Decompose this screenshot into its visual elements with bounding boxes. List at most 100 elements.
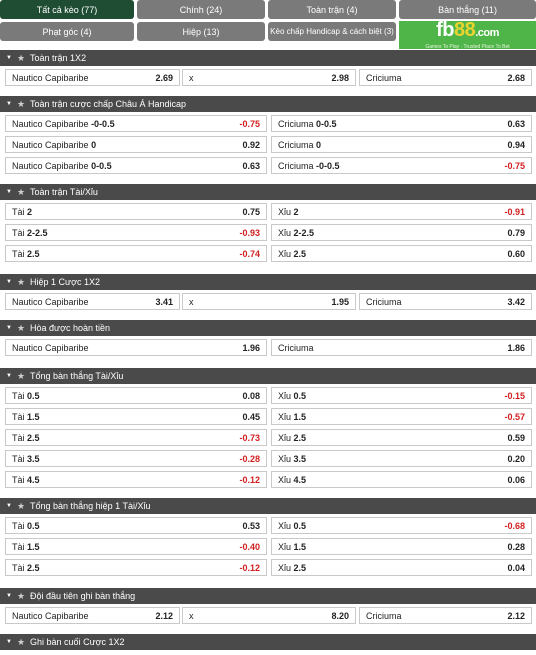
tab-handicap[interactable]: Kèo chấp Handicap & cách biệt (3) <box>268 22 396 41</box>
selection-name: x <box>189 72 194 83</box>
section-header[interactable]: ▼ ★ Toàn trận 1X2 <box>0 50 536 66</box>
star-icon[interactable]: ★ <box>16 370 26 381</box>
odds-cell[interactable]: Criciuma 0-0.5 0.63 <box>271 115 532 132</box>
chevron-down-icon[interactable]: ▼ <box>6 325 12 331</box>
odds-cell[interactable]: Xỉu 0.5 -0.68 <box>271 517 532 534</box>
odds-cell[interactable]: x 2.98 <box>182 69 356 86</box>
star-icon[interactable]: ★ <box>16 186 26 197</box>
odds-cell[interactable]: Criciuma 2.12 <box>359 607 532 624</box>
odds-value: 0.63 <box>507 118 525 129</box>
chevron-down-icon[interactable]: ▼ <box>6 55 12 61</box>
handicap-line: -0-0.5 <box>316 160 340 171</box>
market-section: ▼ ★ Tổng bàn thắng Tài/Xỉu Tài 0.5 0.08 Xỉu 0… <box>0 368 536 489</box>
odds-value: -0.74 <box>239 248 260 259</box>
selection-name: Nautico Capibaribe 0 <box>12 139 97 150</box>
odds-cell[interactable]: Tài 2 0.75 <box>5 203 267 220</box>
odds-cell[interactable]: Xỉu 1.5 -0.57 <box>271 408 532 425</box>
handicap-line: 2 <box>293 206 299 217</box>
odds-cell[interactable]: Tài 0.5 0.08 <box>5 387 267 404</box>
star-icon[interactable]: ★ <box>16 322 26 333</box>
chevron-down-icon[interactable]: ▼ <box>6 101 12 107</box>
odds-cell[interactable]: Nautico Capibaribe 2.69 <box>5 69 180 86</box>
odds-row: Tài 0.5 0.53 Xỉu 0.5 -0.68 <box>0 514 536 535</box>
handicap-line: 2.5 <box>293 562 307 573</box>
fb88-logo[interactable]: fb88.com Games To Play · Trusted Place T… <box>399 20 536 50</box>
star-icon[interactable]: ★ <box>16 52 26 63</box>
odds-cell[interactable]: Xỉu 2.5 0.59 <box>271 429 532 446</box>
odds-cell[interactable]: Tài 3.5 -0.28 <box>5 450 267 467</box>
handicap-line: 2 <box>27 206 33 217</box>
star-icon[interactable]: ★ <box>16 276 26 287</box>
odds-value: 2.98 <box>331 72 349 83</box>
odds-cell[interactable]: Tài 2.5 -0.12 <box>5 559 267 576</box>
selection-name: Criciuma <box>366 610 402 621</box>
odds-cell[interactable]: Xỉu 3.5 0.20 <box>271 450 532 467</box>
star-icon[interactable]: ★ <box>16 500 26 511</box>
odds-cell[interactable]: Xỉu 0.5 -0.15 <box>271 387 532 404</box>
odds-cell[interactable]: Nautico Capibaribe 0 0.92 <box>5 136 267 153</box>
selection-name: Tài 2.5 <box>12 432 40 443</box>
selection-name: Criciuma <box>366 296 402 307</box>
handicap-line: 1.5 <box>27 541 40 552</box>
selection-name: Tài 1.5 <box>12 411 40 422</box>
odds-cell[interactable]: Xỉu 4.5 0.06 <box>271 471 532 488</box>
chevron-down-icon[interactable]: ▼ <box>6 373 12 379</box>
odds-cell[interactable]: Xỉu 2 -0.91 <box>271 203 532 220</box>
chevron-down-icon[interactable]: ▼ <box>6 503 12 509</box>
odds-cell[interactable]: Tài 1.5 -0.40 <box>5 538 267 555</box>
tab-corners[interactable]: Phạt góc (4) <box>0 22 134 41</box>
odds-cell[interactable]: Xỉu 2-2.5 0.79 <box>271 224 532 241</box>
odds-cell[interactable]: Xỉu 1.5 0.28 <box>271 538 532 555</box>
section-title: Hiệp 1 Cược 1X2 <box>30 277 100 287</box>
odds-value: 1.86 <box>507 342 525 353</box>
odds-cell[interactable]: Tài 2-2.5 -0.93 <box>5 224 267 241</box>
section-header[interactable]: ▼ ★ Đội đầu tiên ghi bàn thắng <box>0 588 536 604</box>
chevron-down-icon[interactable]: ▼ <box>6 189 12 195</box>
section-header[interactable]: ▼ ★ Toàn trận cược chấp Châu Á Handicap <box>0 96 536 112</box>
odds-cell[interactable]: Tài 2.5 -0.73 <box>5 429 267 446</box>
odds-cell[interactable]: Tài 0.5 0.53 <box>5 517 267 534</box>
section-header[interactable]: ▼ ★ Ghi bàn cuối Cược 1X2 <box>0 634 536 650</box>
section-header[interactable]: ▼ ★ Tổng bàn thắng Tài/Xỉu <box>0 368 536 384</box>
odds-cell[interactable]: Tài 4.5 -0.12 <box>5 471 267 488</box>
selection-name: Criciuma 0 <box>278 139 322 150</box>
tab-full-match[interactable]: Toàn trận (4) <box>268 0 396 19</box>
section-header[interactable]: ▼ ★ Hiệp 1 Cược 1X2 <box>0 274 536 290</box>
odds-cell[interactable]: Nautico Capibaribe 1.96 <box>5 339 267 356</box>
tab-main[interactable]: Chính (24) <box>137 0 265 19</box>
handicap-line: 2.5 <box>27 432 40 443</box>
odds-cell[interactable]: x 8.20 <box>182 607 356 624</box>
tab-goals[interactable]: Bàn thắng (11) <box>399 0 536 19</box>
star-icon[interactable]: ★ <box>16 636 26 647</box>
odds-row: Tài 0.5 0.08 Xỉu 0.5 -0.15 <box>0 384 536 405</box>
tab-all-markets[interactable]: Tất cả kèo (77) <box>0 0 134 19</box>
odds-value: 0.59 <box>507 432 525 443</box>
odds-cell[interactable]: Tài 2.5 -0.74 <box>5 245 267 262</box>
odds-cell[interactable]: x 1.95 <box>182 293 356 310</box>
odds-cell[interactable]: Criciuma -0-0.5 -0.75 <box>271 157 532 174</box>
star-icon[interactable]: ★ <box>16 590 26 601</box>
handicap-line: 2-2.5 <box>293 227 315 238</box>
odds-cell[interactable]: Criciuma 2.68 <box>359 69 532 86</box>
star-icon[interactable]: ★ <box>16 98 26 109</box>
odds-cell[interactable]: Tài 1.5 0.45 <box>5 408 267 425</box>
odds-cell[interactable]: Nautico Capibaribe -0-0.5 -0.75 <box>5 115 267 132</box>
section-header[interactable]: ▼ ★ Hòa được hoàn tiền <box>0 320 536 336</box>
odds-cell[interactable]: Xỉu 2.5 0.60 <box>271 245 532 262</box>
selection-name: Nautico Capibaribe <box>12 342 89 353</box>
handicap-line: -0-0.5 <box>91 118 115 129</box>
chevron-down-icon[interactable]: ▼ <box>6 593 12 599</box>
odds-cell[interactable]: Criciuma 0 0.94 <box>271 136 532 153</box>
odds-value: 3.42 <box>507 296 525 307</box>
chevron-down-icon[interactable]: ▼ <box>6 279 12 285</box>
odds-cell[interactable]: Criciuma 3.42 <box>359 293 532 310</box>
section-header[interactable]: ▼ ★ Tổng bàn thắng hiệp 1 Tài/Xỉu <box>0 498 536 514</box>
odds-cell[interactable]: Nautico Capibaribe 3.41 <box>5 293 180 310</box>
odds-cell[interactable]: Nautico Capibaribe 0-0.5 0.63 <box>5 157 267 174</box>
tab-halves[interactable]: Hiệp (13) <box>137 22 265 41</box>
section-header[interactable]: ▼ ★ Toàn trận Tài/Xỉu <box>0 184 536 200</box>
odds-cell[interactable]: Criciuma 1.86 <box>271 339 532 356</box>
odds-cell[interactable]: Xỉu 2.5 0.04 <box>271 559 532 576</box>
odds-cell[interactable]: Nautico Capibaribe 2.12 <box>5 607 180 624</box>
chevron-down-icon[interactable]: ▼ <box>6 639 12 645</box>
